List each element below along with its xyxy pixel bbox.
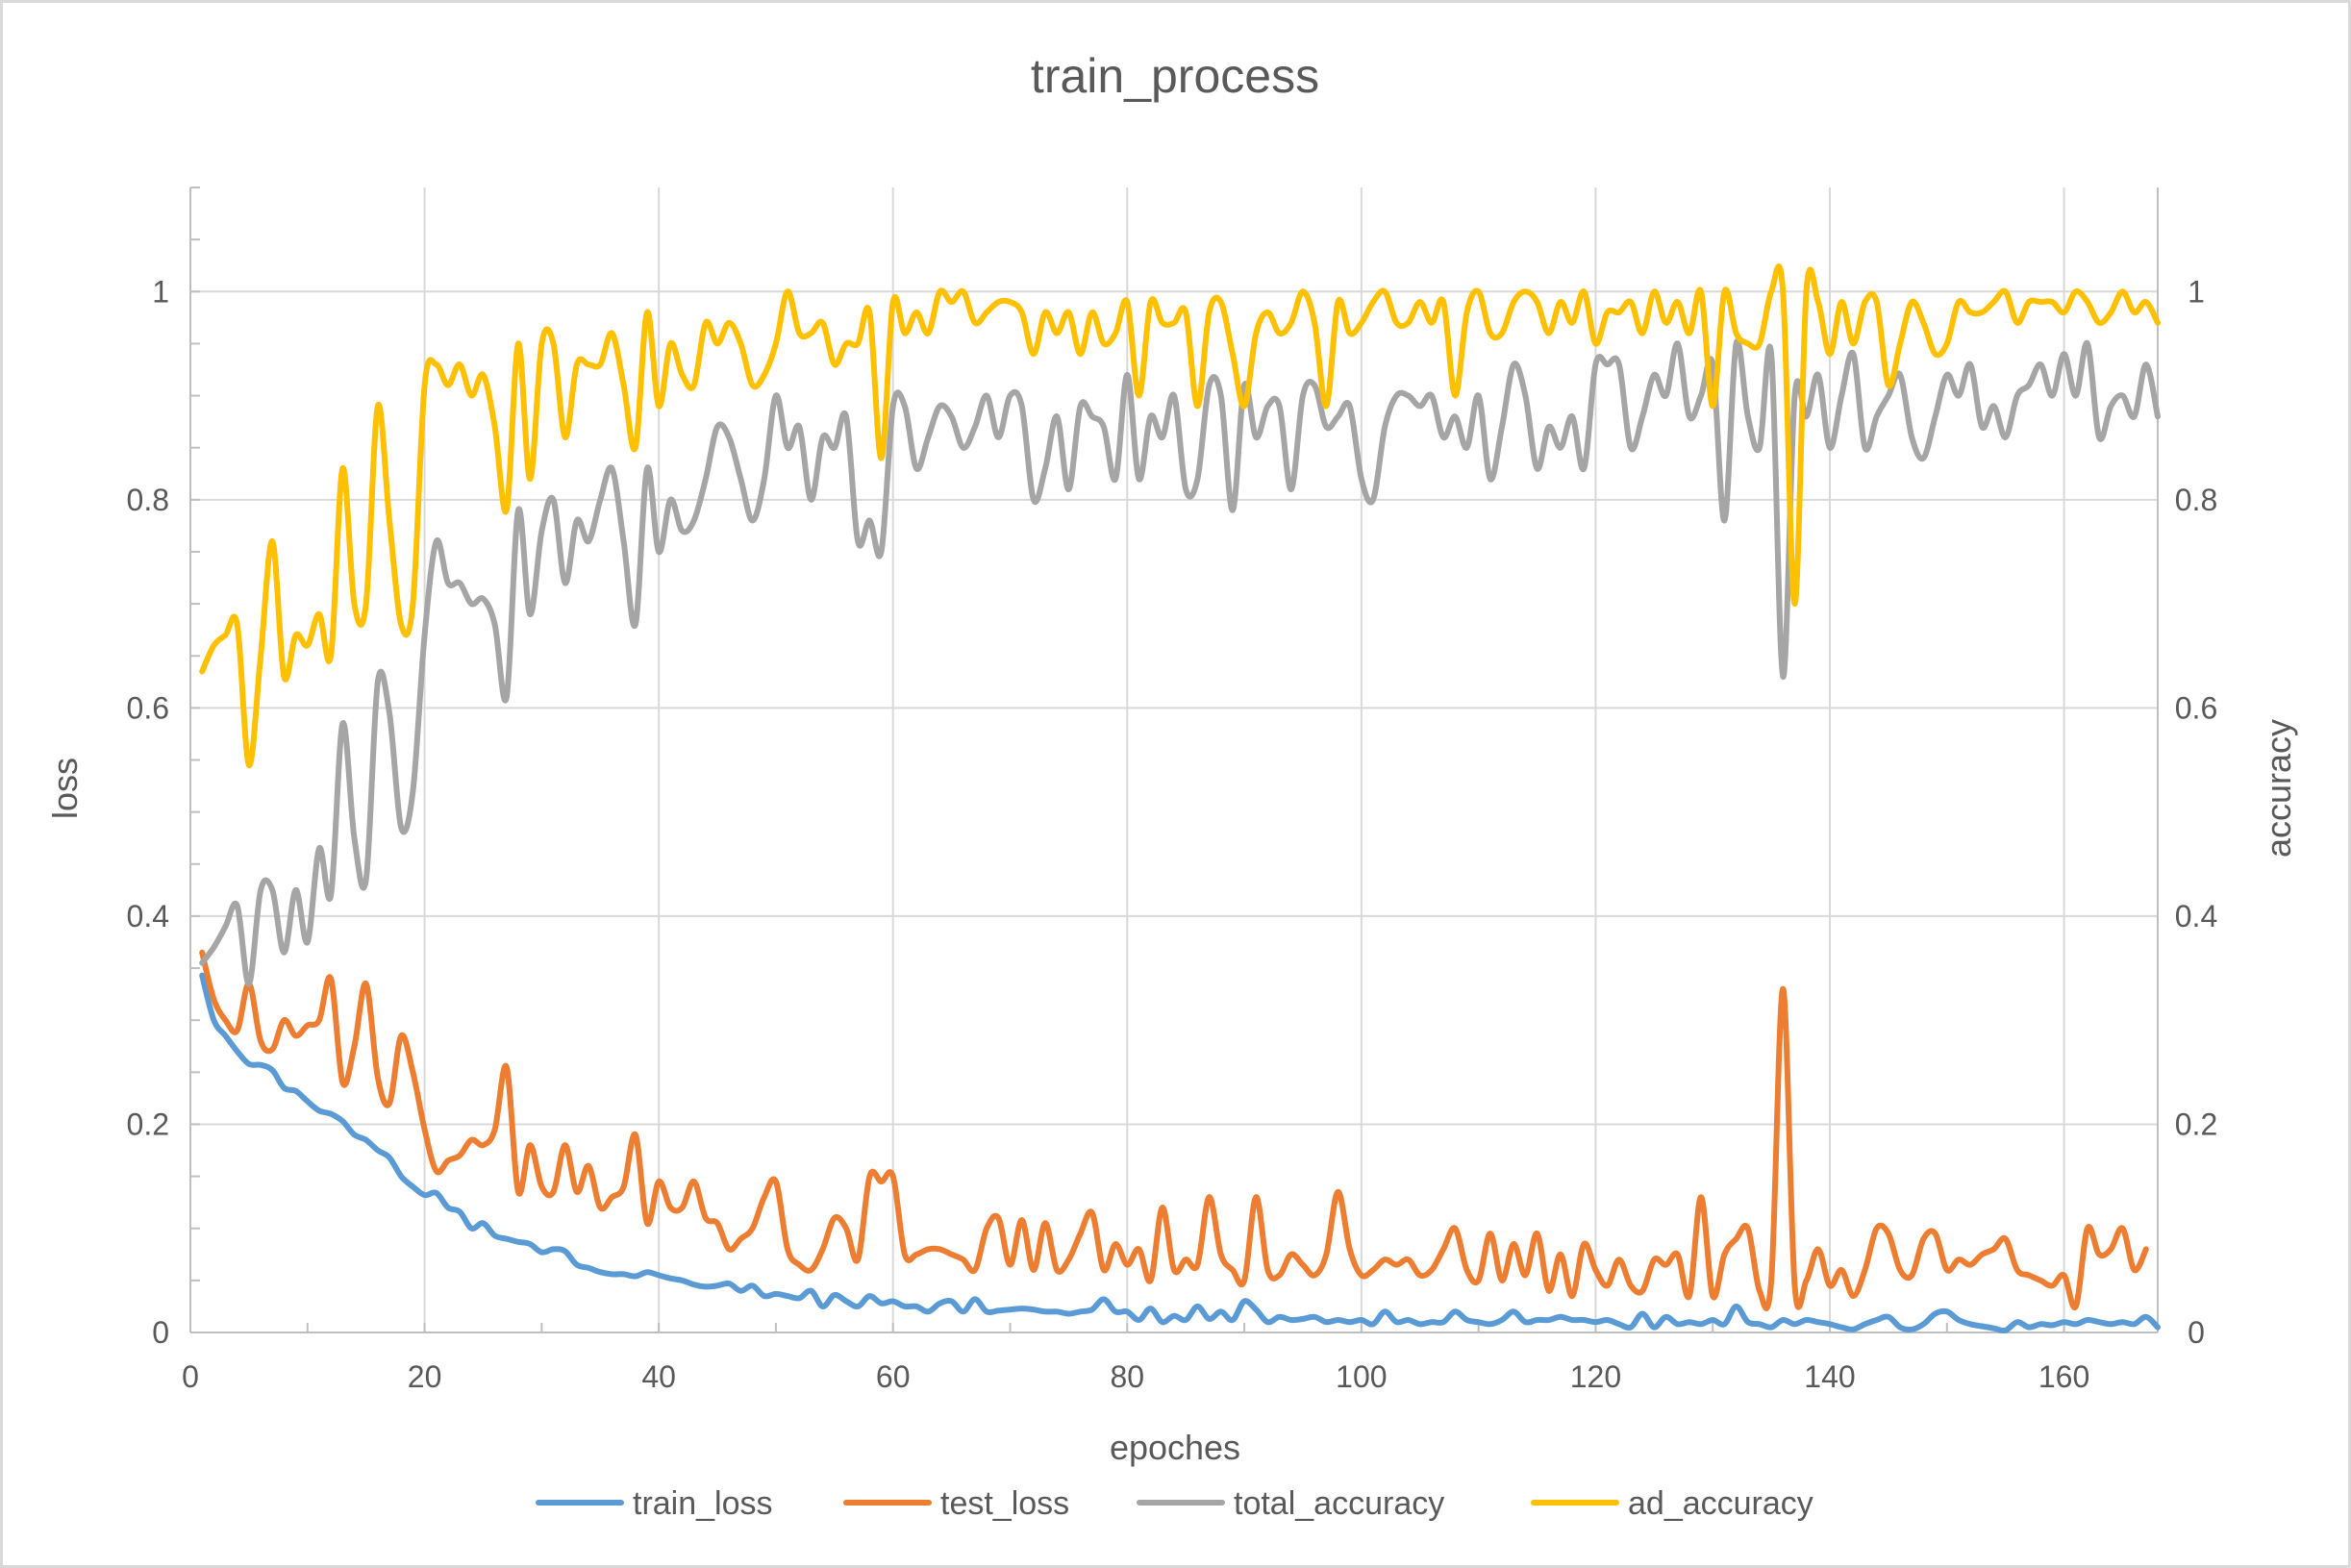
legend-label-test-loss: test_loss — [940, 1485, 1069, 1522]
y-right-tick-label: 0.8 — [2175, 483, 2217, 517]
x-tick-label: 0 — [182, 1359, 199, 1394]
y-right-tick-label: 0.6 — [2175, 690, 2217, 725]
y-axis-left-title: loss — [45, 758, 85, 819]
y-right-tick-label: 1 — [2188, 274, 2205, 309]
series-lines — [199, 263, 2161, 1334]
x-tick-label: 160 — [2038, 1359, 2089, 1394]
y-axis-right-title: accuracy — [2259, 719, 2298, 858]
x-tick-label: 80 — [1110, 1359, 1144, 1394]
x-tick-label: 40 — [641, 1359, 676, 1394]
series-line-test-loss — [199, 949, 2149, 1311]
legend-label-train-loss: train_loss — [633, 1485, 773, 1522]
axes: 0 0.2 0.4 0.6 0.8 1 0 0.2 0.4 0.6 0.8 1 0 20 40 60 80 100… — [127, 187, 2217, 1394]
x-axis-title: epoches — [1110, 1428, 1240, 1467]
x-tick-label: 100 — [1336, 1359, 1387, 1394]
y-left-tick-label: 0.4 — [127, 899, 169, 933]
series-line-train-loss — [199, 972, 2161, 1334]
series-line-ad-accuracy — [199, 263, 2161, 768]
x-tick-label: 20 — [408, 1359, 442, 1394]
y-right-tick-label: 0 — [2188, 1315, 2205, 1350]
y-left-tick-label: 0.6 — [127, 690, 169, 725]
x-tick-label: 120 — [1570, 1359, 1621, 1394]
legend-label-ad-accuracy: ad_accuracy — [1628, 1485, 1813, 1522]
x-tick-label: 60 — [876, 1359, 911, 1394]
y-right-tick-label: 0.2 — [2175, 1107, 2217, 1141]
y-right-tick-label: 0.4 — [2175, 899, 2217, 933]
y-left-tick-label: 0.2 — [127, 1107, 169, 1141]
x-tick-label: 140 — [1804, 1359, 1855, 1394]
chart-title: train_process — [1031, 49, 1319, 103]
y-left-tick-label: 0.8 — [127, 483, 169, 517]
y-left-tick-label: 1 — [152, 274, 169, 309]
y-left-tick-label: 0 — [152, 1315, 169, 1350]
legend-label-total-accuracy: total_accuracy — [1234, 1485, 1444, 1522]
legend: train_loss test_loss total_accuracy ad_accu… — [536, 1485, 1813, 1522]
